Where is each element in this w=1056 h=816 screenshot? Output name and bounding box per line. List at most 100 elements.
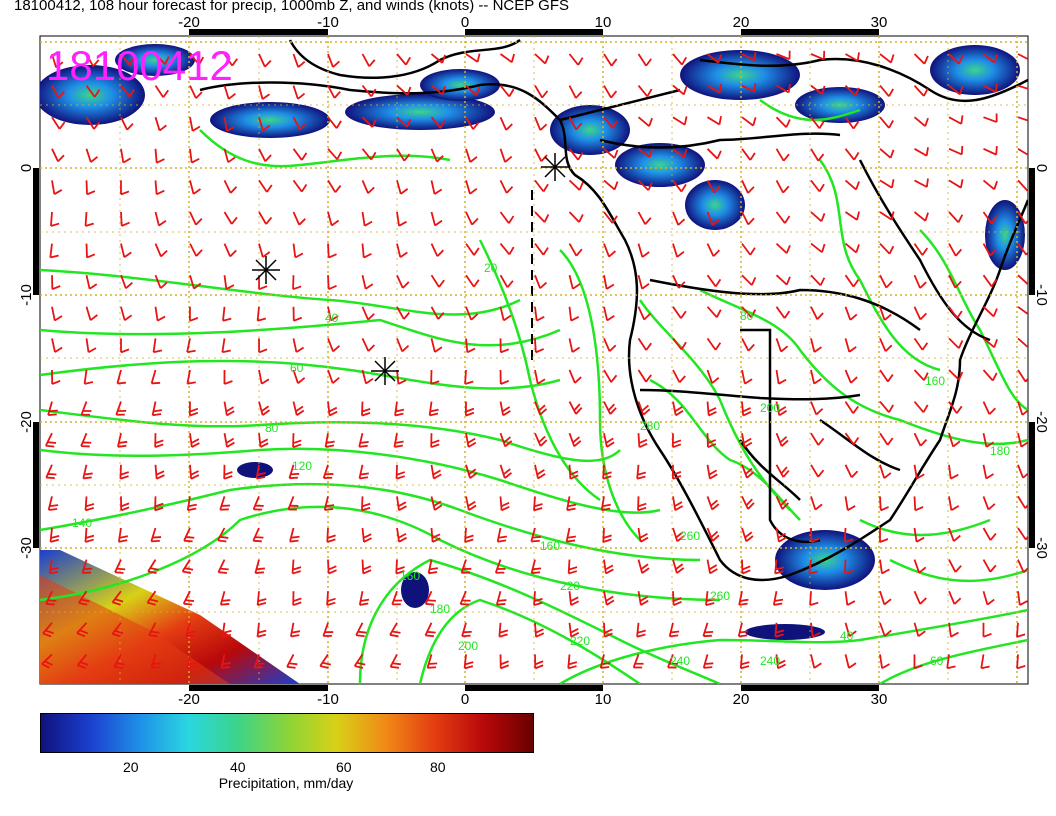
wind-barb	[361, 243, 372, 259]
wind-barb	[223, 464, 233, 480]
wind-barb	[534, 622, 545, 638]
wind-barb	[946, 654, 956, 670]
wind-barb	[361, 274, 374, 290]
wind-barb	[568, 401, 583, 415]
wind-barb	[672, 148, 688, 159]
wind-barb	[879, 338, 893, 352]
wind-barb	[499, 401, 511, 417]
wind-barb	[741, 464, 755, 479]
wind-barb	[465, 274, 480, 288]
wind-barb	[603, 179, 619, 191]
wind-barb	[879, 559, 890, 575]
wind-barb	[327, 275, 337, 291]
wind-barb	[810, 432, 825, 446]
wind-barb	[706, 496, 720, 511]
wind-barbs	[41, 50, 1028, 670]
wind-barb	[255, 464, 266, 480]
wind-barb	[324, 433, 335, 448]
wind-barb	[81, 559, 93, 574]
precip-area	[401, 572, 429, 608]
wind-barb	[879, 211, 895, 221]
wind-barb	[289, 622, 301, 638]
wind-barb	[637, 53, 652, 67]
wind-barb	[424, 590, 436, 606]
wind-barb	[154, 85, 169, 98]
wind-barb	[1017, 527, 1028, 541]
precip-area	[745, 624, 825, 640]
wind-barb	[292, 306, 303, 322]
colorbar-tick-label: 40	[230, 759, 246, 775]
wind-barb	[879, 654, 890, 670]
wind-barb	[983, 113, 998, 123]
wind-barb	[913, 337, 929, 351]
wind-barb	[426, 654, 438, 669]
wind-barb	[810, 148, 825, 162]
chart-title: 18100412, 108 hour forecast for precip, …	[14, 0, 569, 14]
wind-barb	[672, 211, 686, 226]
wind-barb	[465, 243, 480, 256]
wind-barb	[51, 369, 61, 385]
wind-barb	[154, 243, 168, 258]
wind-barb	[465, 401, 475, 417]
wind-barb	[465, 433, 477, 448]
wind-barb	[80, 401, 92, 416]
wind-barb	[672, 116, 688, 126]
wind-barb	[741, 83, 757, 93]
wind-barb	[948, 496, 960, 511]
precip-colorbar	[40, 713, 534, 753]
wind-barb	[292, 85, 306, 100]
wind-barb	[913, 432, 928, 447]
wind-barb	[361, 85, 377, 98]
precip-area	[210, 102, 330, 138]
wind-barb	[879, 464, 892, 479]
wind-barb	[982, 369, 998, 382]
wind-barb	[361, 559, 372, 575]
wind-barb	[879, 622, 892, 637]
wind-barb	[358, 464, 369, 480]
wind-barb	[533, 591, 543, 607]
wind-barb	[603, 243, 616, 258]
wind-barb	[534, 274, 548, 289]
wind-barb	[189, 148, 200, 164]
wind-barb	[319, 653, 331, 669]
wind-barb	[430, 369, 440, 385]
wind-barb	[189, 53, 205, 66]
wind-barb	[775, 148, 790, 162]
lat-tick-label: -20	[1033, 411, 1050, 433]
wind-barb	[186, 654, 197, 670]
wind-barb	[913, 369, 929, 381]
wind-barb	[327, 338, 341, 353]
wind-barb	[327, 85, 341, 99]
wind-barb	[844, 591, 856, 606]
wind-barb	[430, 464, 442, 480]
wind-barb	[258, 179, 273, 193]
wind-barb	[430, 148, 444, 163]
wind-barb	[913, 590, 927, 605]
wind-barb	[672, 84, 688, 96]
lat-tick-label: -10	[18, 284, 35, 306]
precip-area	[680, 50, 800, 100]
wind-barb	[42, 622, 54, 638]
wind-barb	[463, 654, 474, 670]
lon-tick-label: 20	[733, 14, 750, 31]
wind-barb	[568, 85, 583, 99]
asterisk-marker	[371, 357, 399, 385]
wind-barb	[914, 178, 929, 188]
wind-barb	[982, 274, 998, 288]
wind-barb	[361, 338, 376, 352]
wind-barb	[256, 306, 267, 322]
wind-barb	[1017, 559, 1028, 574]
wind-barb	[879, 369, 894, 383]
contour-label: 40	[840, 629, 854, 643]
wind-barb	[637, 369, 652, 383]
wind-barb	[603, 53, 618, 67]
wind-barb	[844, 179, 860, 191]
wind-barb	[361, 53, 376, 67]
wind-barb	[637, 148, 653, 158]
wind-barb	[189, 211, 203, 226]
wind-barb	[775, 338, 789, 353]
wind-barb	[389, 653, 401, 669]
wind-barb	[706, 433, 717, 449]
wind-barb	[603, 559, 614, 575]
wind-barb	[637, 243, 650, 258]
